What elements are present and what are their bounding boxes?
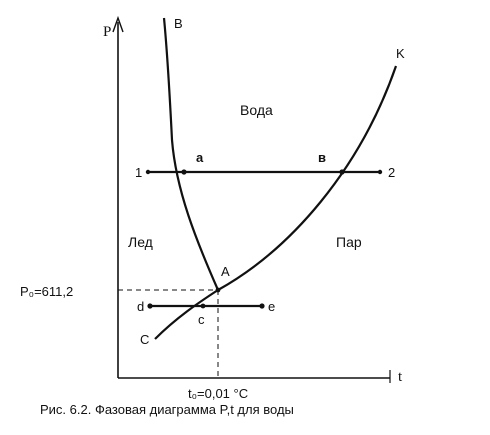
- label-a: a: [196, 150, 204, 165]
- upper-isobar-end-point: [377, 169, 383, 175]
- label-d: d: [137, 299, 144, 314]
- triple-point-pressure-label: P₀=611,2: [20, 284, 73, 299]
- label-2: 2: [388, 165, 395, 180]
- y-axis-arrow: [112, 15, 124, 33]
- triple-point: [215, 287, 221, 293]
- point-v: [339, 169, 345, 175]
- label-1: 1: [135, 165, 142, 180]
- label-c-curve: C: [140, 332, 149, 347]
- y-axis-label: P: [103, 24, 111, 40]
- melting-curve: [162, 17, 220, 291]
- point-c: [200, 303, 206, 309]
- label-c: c: [198, 312, 205, 327]
- point-a: [181, 169, 187, 175]
- sublimation-curve: [154, 289, 219, 340]
- region-vapor: Пар: [336, 234, 362, 250]
- region-water: Вода: [240, 102, 273, 118]
- label-k: K: [396, 46, 405, 61]
- label-e: e: [268, 299, 275, 314]
- label-a-triple: A: [221, 264, 230, 279]
- region-ice: Лед: [128, 234, 153, 250]
- lower-isobar-end-point: [259, 303, 265, 309]
- lower-isobar-start-point: [147, 303, 153, 309]
- x-axis-label: t: [398, 369, 403, 385]
- figure-caption: Рис. 6.2. Фазовая диаграмма P,t для воды: [40, 402, 294, 417]
- label-v: в: [318, 150, 326, 165]
- vaporization-curve: [217, 65, 398, 291]
- upper-isobar-start-point: [145, 169, 151, 175]
- triple-point-temperature-label: t₀=0,01 °C: [188, 386, 248, 401]
- label-b: B: [174, 16, 183, 31]
